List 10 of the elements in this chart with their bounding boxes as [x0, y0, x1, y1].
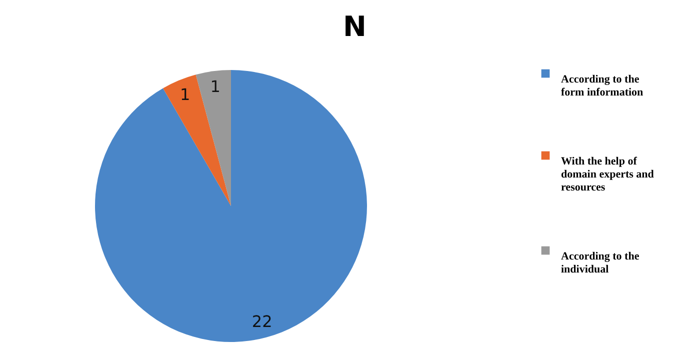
pie-slice: [163, 74, 231, 206]
pie-slice: [95, 70, 367, 342]
legend-label: According to the individual: [561, 250, 640, 276]
legend-label: According to the form information: [561, 74, 644, 98]
chart-title: N: [343, 10, 366, 43]
legend-label: With the help of domain experts and resources: [561, 156, 654, 194]
pie-slice: [196, 70, 231, 206]
data-label: 1: [210, 77, 220, 96]
data-label: 22: [252, 312, 272, 331]
data-label: 1: [180, 85, 190, 104]
